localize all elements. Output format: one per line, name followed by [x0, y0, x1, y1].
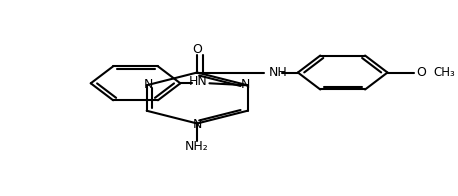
Text: NH: NH: [269, 66, 288, 79]
Text: N: N: [240, 78, 250, 91]
Text: NH₂: NH₂: [185, 140, 209, 152]
Text: N: N: [144, 78, 153, 91]
Text: O: O: [192, 44, 202, 56]
Text: CH₃: CH₃: [433, 66, 455, 79]
Text: N: N: [192, 118, 202, 131]
Text: O: O: [417, 66, 426, 79]
Text: HN: HN: [189, 75, 207, 88]
